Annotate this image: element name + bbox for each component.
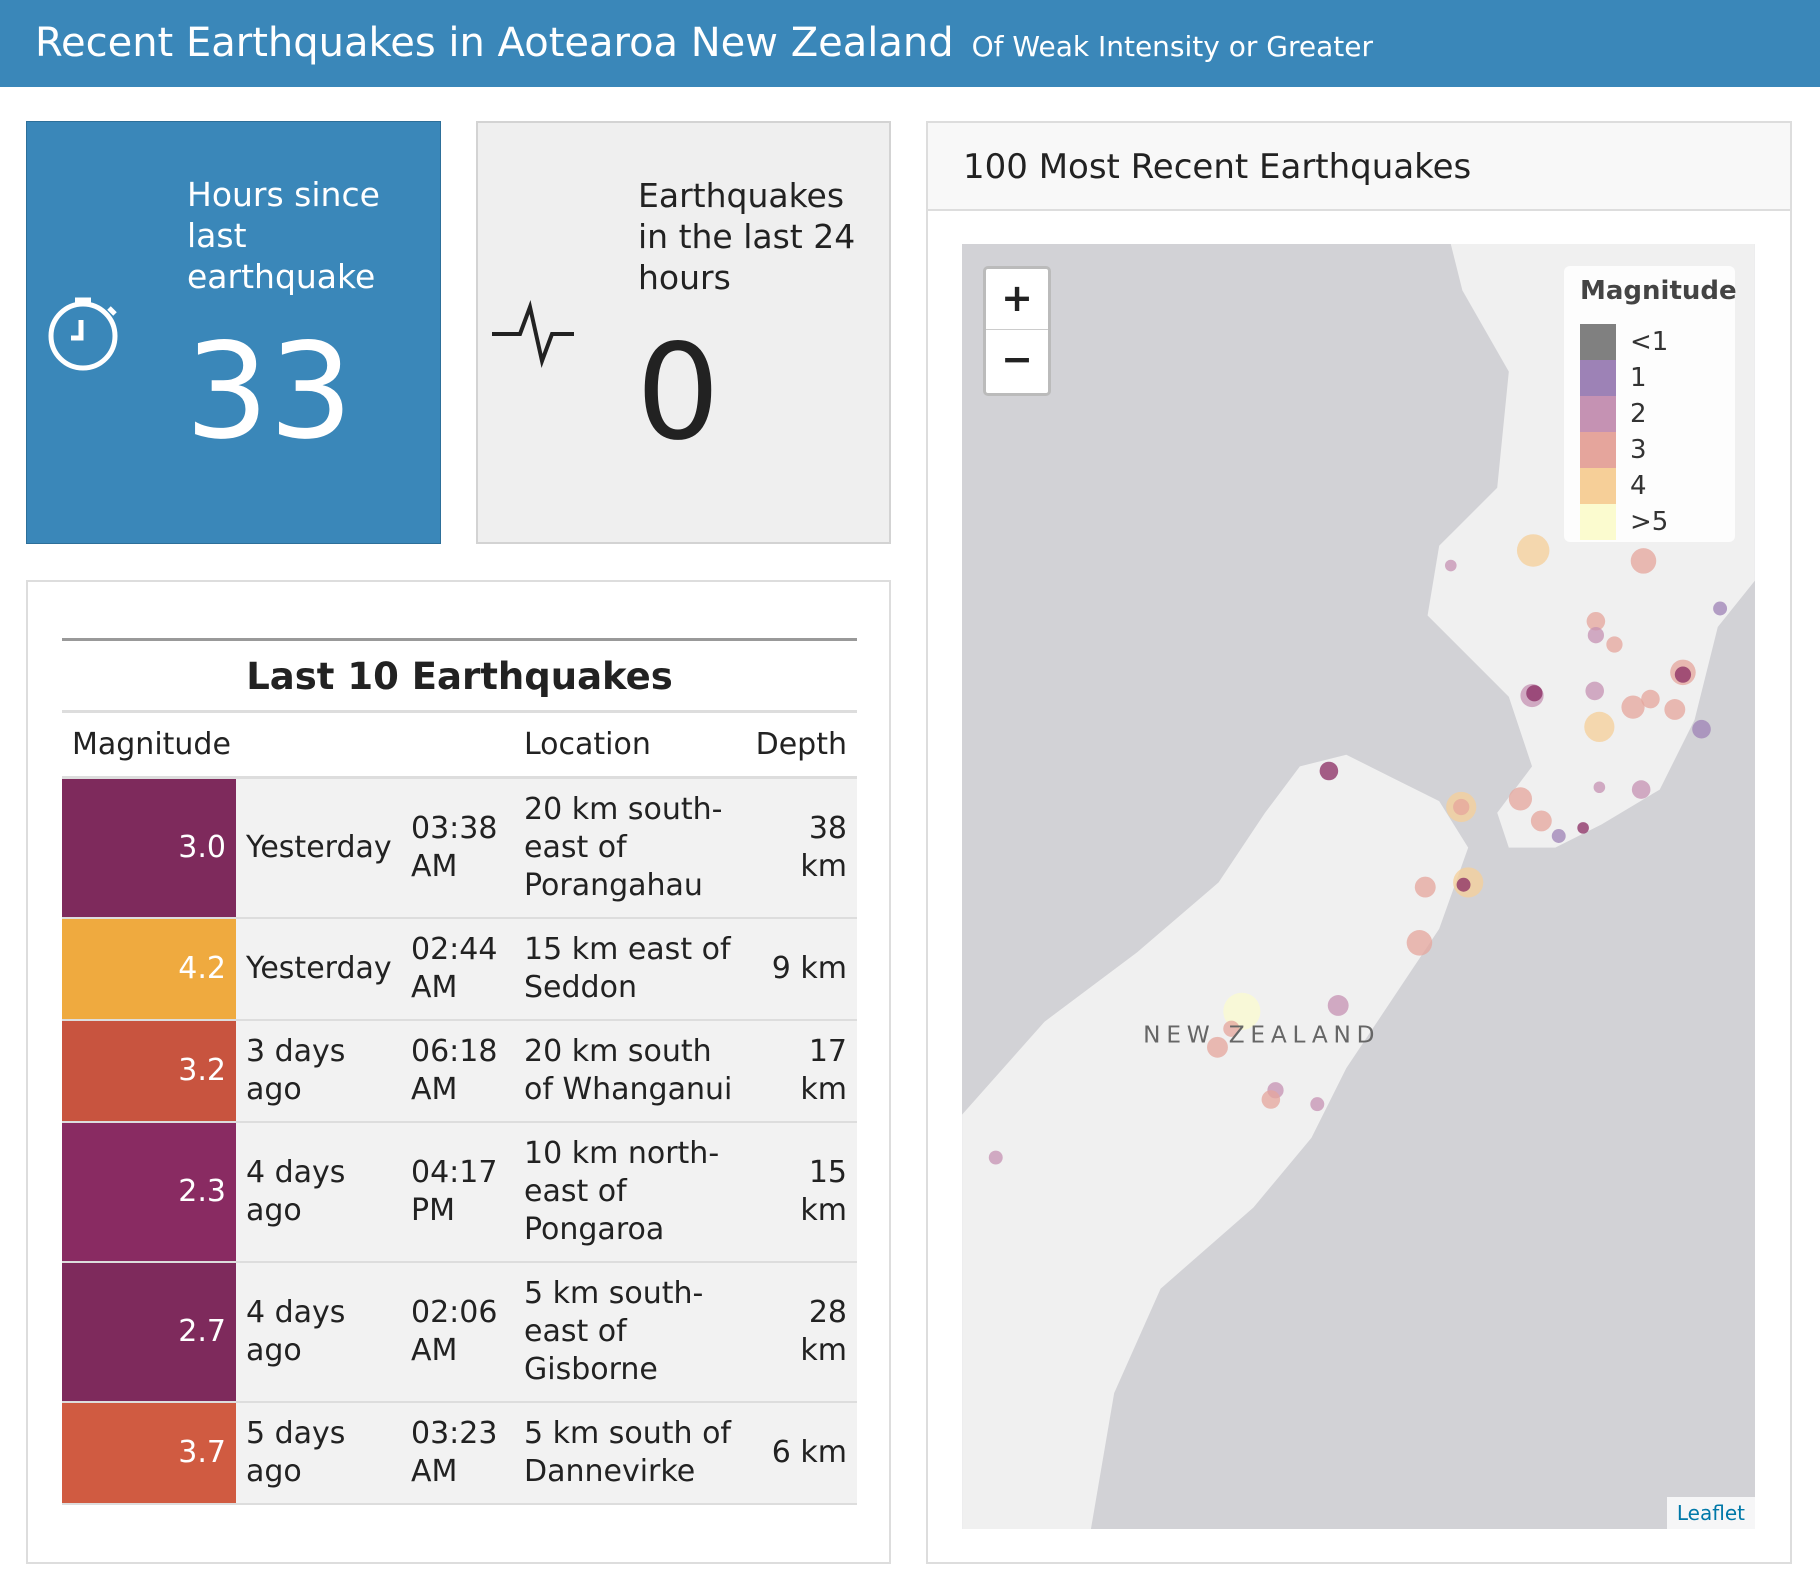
table-cell: 4 days ago (236, 1122, 401, 1263)
value-box-label: Earthquakes in the last 24 hours (638, 176, 856, 297)
map-label: NEW ZEALAND (1143, 1022, 1380, 1049)
table-cell: 3.0 (62, 777, 236, 919)
subtitle: Of Weak Intensity or Greater (971, 30, 1373, 63)
table-cell: 6 km (744, 1402, 857, 1505)
table-cell: 20 km south-east of Porangahau (514, 777, 744, 919)
legend-label: 3 (1630, 435, 1647, 465)
attribution[interactable]: Leaflet (1666, 1497, 1755, 1529)
table-cell: 5 km south-east of Gisborne (514, 1262, 744, 1403)
table-cell: 9 km (744, 918, 857, 1021)
table-cell: 10 km north-east of Pongaroa (514, 1122, 744, 1263)
table-cell: 03:38 AM (401, 777, 514, 919)
table-cell: 20 km south of Whanganui (514, 1020, 744, 1123)
value-box-value: 0 (636, 316, 720, 470)
table-cell: 03:23 AM (401, 1402, 514, 1505)
legend-swatch (1580, 360, 1616, 396)
map-card: 100 Most Recent Earthquakes NEW ZEALAND … (926, 121, 1792, 1564)
table-cell: 28 km (744, 1262, 857, 1403)
legend-label: 4 (1630, 471, 1647, 501)
value-box-value: 33 (185, 315, 353, 469)
table-cell: 15 km east of Seddon (514, 918, 744, 1021)
table-cell: 4 days ago (236, 1262, 401, 1403)
table-cell: 5 km south of Dannevirke (514, 1402, 744, 1505)
legend-label: 1 (1630, 363, 1647, 393)
table-cell: 3.2 (62, 1020, 236, 1123)
map: NEW ZEALAND + − Magnitude <1 1 2 3 4 >5 Leafle… (962, 244, 1755, 1529)
map-title: 100 Most Recent Earthquakes (928, 123, 1790, 211)
column-header: Location (514, 713, 744, 779)
table-cell: 3 days ago (236, 1020, 401, 1123)
column-header: Magnitude (62, 713, 236, 779)
legend-title: Magnitude (1580, 276, 1737, 306)
table-cell: 5 days ago (236, 1402, 401, 1505)
table-cell: 15 km (744, 1122, 857, 1263)
legend-swatch (1580, 504, 1616, 540)
value-box: Hours since last earthquake 33 (26, 121, 441, 544)
legend-swatch (1580, 468, 1616, 504)
table-cell: 02:06 AM (401, 1262, 514, 1403)
quake-markers (988, 534, 1728, 1165)
value-box-label: Hours since last earthquake (187, 175, 380, 296)
legend-label: <1 (1630, 327, 1669, 357)
table-cell: 3.7 (62, 1402, 236, 1505)
table-cell: Yesterday (236, 777, 401, 919)
title: Recent Earthquakes in Aotearoa New Zeala… (35, 20, 954, 66)
column-header (401, 713, 514, 779)
south-island (962, 754, 1469, 1529)
zoom-in[interactable]: + (986, 269, 1048, 330)
table-row: 4.2 Yesterday 02:44 AM 15 km east of Seddon… (62, 918, 857, 1021)
table-card: Last 10 Earthquakes Magnitude Location Dep… (26, 580, 891, 1564)
table-cell: 17 km (744, 1020, 857, 1123)
legend-label: 2 (1630, 399, 1647, 429)
table-cell: 38 km (744, 777, 857, 919)
legend-label: >5 (1630, 507, 1669, 537)
table-row: 3.7 5 days ago 03:23 AM 5 km south of Danne… (62, 1402, 857, 1505)
column-header (236, 713, 401, 779)
pulse-icon (492, 299, 574, 369)
stopwatch-icon (48, 297, 118, 371)
quake-table: Last 10 Earthquakes Magnitude Location Dep… (62, 638, 857, 1505)
table-row: 2.7 4 days ago 02:06 AM 5 km south-east of … (62, 1262, 857, 1403)
table-cell: 02:44 AM (401, 918, 514, 1021)
table-cell: Yesterday (236, 918, 401, 1021)
header: Recent Earthquakes in Aotearoa New Zeala… (0, 0, 1820, 87)
table-cell: 2.7 (62, 1262, 236, 1403)
legend-swatch (1580, 324, 1616, 360)
legend-swatch (1580, 432, 1616, 468)
table-cell: 2.3 (62, 1122, 236, 1263)
zoom-control: + − (983, 266, 1051, 396)
table-cell: 4.2 (62, 918, 236, 1021)
table-cell: 06:18 AM (401, 1020, 514, 1123)
legend-swatch (1580, 396, 1616, 432)
table-row: 3.2 3 days ago 06:18 AM 20 km south of Whan… (62, 1020, 857, 1123)
table-row: 3.0 Yesterday 03:38 AM 20 km south-east of … (62, 777, 857, 919)
value-box: Earthquakes in the last 24 hours 0 (476, 121, 891, 544)
table-row: 2.3 4 days ago 04:17 PM 10 km north-east of… (62, 1122, 857, 1263)
table-title: Last 10 Earthquakes (62, 638, 857, 713)
table-cell: 04:17 PM (401, 1122, 514, 1263)
zoom-out[interactable]: − (1001, 337, 1033, 381)
column-header: Depth (744, 713, 857, 779)
legend: Magnitude <1 1 2 3 4 >5 (1564, 266, 1737, 542)
